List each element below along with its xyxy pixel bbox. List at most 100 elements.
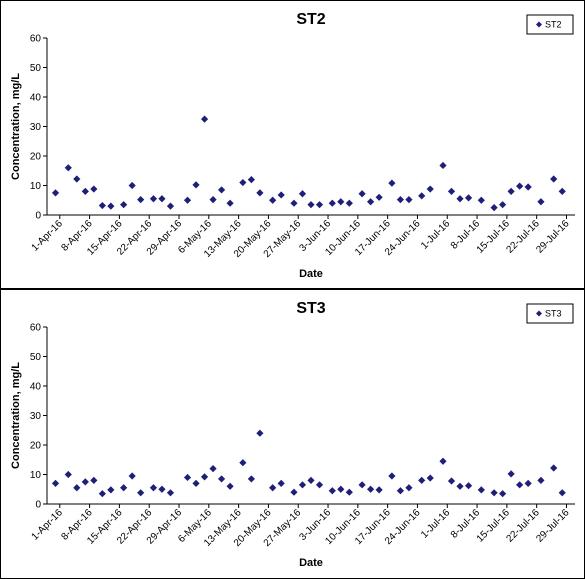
data-point — [298, 481, 307, 489]
data-point — [558, 489, 566, 497]
y-axis-title: Concentration, mg/L — [10, 362, 22, 469]
data-point — [477, 486, 485, 494]
legend: ST2 — [526, 14, 574, 35]
x-axis-title: Date — [299, 268, 323, 280]
chart-panel-st3: ST3 0 10 20 30 40 50 60 1-Apr-16 8-Apr-16 15-Apr-1… — [0, 289, 585, 579]
legend-label: ST3 — [545, 309, 562, 319]
data-point — [426, 474, 434, 482]
data-point — [73, 175, 81, 183]
data-point — [277, 191, 285, 199]
legend: ST3 — [526, 303, 574, 324]
data-point — [328, 199, 336, 207]
data-point — [388, 472, 396, 480]
data-point — [537, 198, 545, 206]
data-point — [73, 484, 81, 492]
data-point — [298, 190, 307, 198]
data-point — [209, 196, 217, 204]
data-point — [375, 486, 383, 494]
data-point — [507, 187, 515, 195]
data-point — [307, 201, 315, 209]
data-point — [226, 199, 234, 207]
data-point — [158, 485, 166, 493]
data-point — [239, 178, 247, 187]
data-point — [358, 481, 366, 489]
data-point — [337, 198, 345, 206]
data-point — [516, 182, 524, 190]
x-tick-label: 1-Apr-16 — [30, 507, 66, 543]
legend-box — [526, 14, 574, 35]
data-point — [98, 490, 106, 498]
data-point — [269, 484, 277, 492]
data-point — [499, 201, 507, 209]
x-tick-label: 29-Jul-16 — [534, 218, 572, 256]
y-tick-label: 30 — [30, 122, 42, 133]
data-point — [226, 482, 234, 490]
x-tick-label: 29-Jul-16 — [534, 507, 572, 545]
data-point — [456, 195, 464, 203]
y-tick-label: 30 — [30, 411, 42, 422]
data-point — [405, 484, 413, 492]
y-tick-label: 40 — [30, 382, 42, 393]
y-tick-label: 40 — [30, 93, 42, 104]
chart-st2: ST201020304050601-Apr-168-Apr-1615-Apr-1… — [10, 11, 575, 280]
data-point — [290, 488, 298, 496]
data-point — [107, 202, 115, 210]
data-point — [345, 199, 353, 207]
data-point — [558, 187, 566, 195]
data-point — [256, 189, 264, 197]
data-point — [107, 486, 115, 494]
data-point — [418, 476, 426, 484]
data-point — [149, 195, 158, 203]
y-tick-label: 50 — [30, 63, 42, 74]
data-point — [217, 186, 226, 194]
data-point — [315, 201, 324, 209]
data-point — [388, 179, 396, 187]
data-point — [98, 201, 106, 210]
data-point — [192, 479, 200, 487]
data-point — [90, 185, 98, 193]
data-point — [247, 176, 255, 184]
data-point — [149, 484, 158, 492]
data-point — [439, 457, 447, 465]
data-point — [90, 476, 98, 484]
data-point — [426, 185, 434, 193]
y-tick-label: 20 — [30, 441, 42, 452]
data-point — [81, 187, 89, 195]
data-point — [396, 196, 405, 204]
x-axis-title: Date — [299, 557, 323, 569]
y-axis-title: Concentration, mg/L — [10, 73, 22, 180]
data-point — [166, 489, 175, 497]
data-point — [396, 487, 405, 495]
y-tick-label: 50 — [30, 352, 42, 363]
data-point — [81, 478, 89, 486]
data-point — [256, 429, 264, 437]
data-point — [239, 459, 247, 467]
y-tick-label: 60 — [30, 34, 42, 45]
data-point — [277, 479, 285, 487]
data-point — [166, 202, 175, 210]
data-point — [217, 475, 226, 483]
chart-title: ST2 — [296, 11, 325, 28]
data-point — [337, 485, 345, 493]
data-point — [158, 195, 166, 203]
data-point — [418, 192, 426, 200]
data-point — [290, 199, 298, 207]
data-point — [51, 479, 60, 487]
y-tick-label: 60 — [30, 323, 42, 334]
data-point — [64, 164, 72, 172]
legend-box — [526, 303, 574, 324]
data-point — [247, 475, 255, 483]
data-point — [200, 473, 209, 481]
data-point — [64, 470, 72, 479]
data-point — [128, 472, 136, 480]
data-point — [477, 196, 485, 204]
data-point — [550, 175, 558, 183]
legend-marker — [536, 21, 542, 28]
data-point — [137, 489, 145, 497]
data-point — [192, 181, 200, 189]
data-point — [367, 485, 375, 493]
chart-title: ST3 — [296, 300, 325, 317]
data-point — [183, 196, 192, 204]
data-point — [490, 489, 498, 497]
data-point — [447, 477, 456, 485]
